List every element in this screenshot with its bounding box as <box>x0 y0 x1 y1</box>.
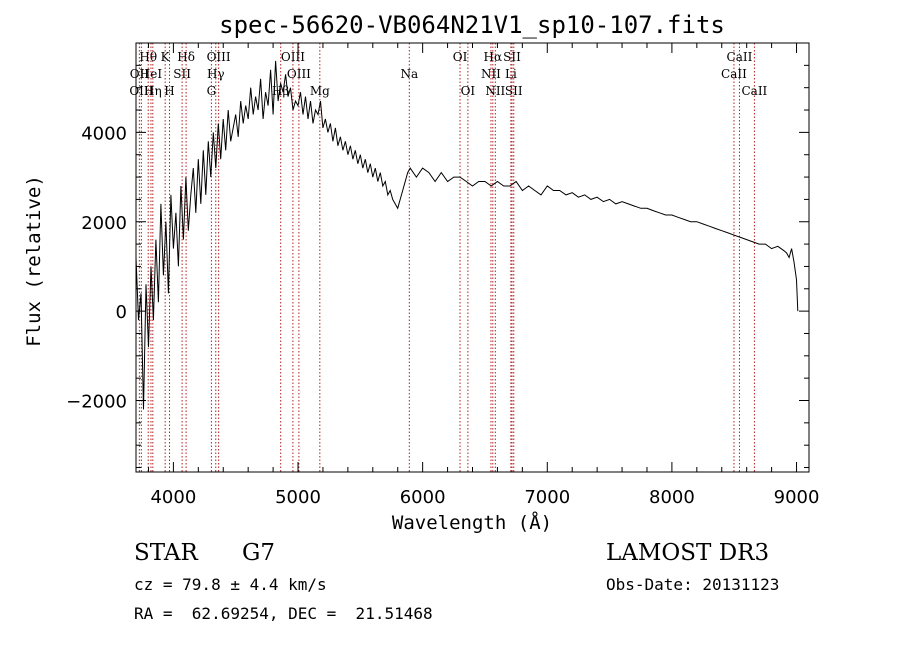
marker-label-2: OIII <box>129 84 153 98</box>
x-tick-label-3: 7000 <box>524 487 570 508</box>
marker-label-12: OIII <box>281 50 305 64</box>
emission-line-labels: Hθ OII OIII K HeI Hη SII H Hδ OIII Hγ G OIII OIII Hβ Mg… <box>129 50 767 98</box>
marker-label-8: Hδ <box>177 50 195 64</box>
marker-label-16: Na <box>400 67 418 81</box>
y-axis-label: Flux (relative) <box>23 175 45 347</box>
object-class: STAR <box>134 540 198 566</box>
y-tick-label-2: 2000 <box>81 213 127 234</box>
marker-label-4: HeI <box>140 67 163 81</box>
marker-label-21: NII <box>485 84 505 98</box>
y-tick-label-3: 4000 <box>81 123 127 144</box>
x-axis-ticks: 4000 5000 6000 7000 8000 9000 <box>147 43 820 508</box>
chart-title: spec-56620-VB064N21V1_sp10-107.fits <box>219 11 725 39</box>
x-tick-label-2: 6000 <box>400 487 446 508</box>
emission-line-markers <box>138 43 755 472</box>
x-tick-label-4: 8000 <box>649 487 695 508</box>
x-axis-label: Wavelength (Å) <box>392 511 552 534</box>
marker-label-0: Hθ <box>139 50 157 64</box>
marker-label-26: CaII <box>721 67 747 81</box>
observation-date: Obs-Date: 20131123 <box>606 575 780 594</box>
marker-label-23: Li <box>505 67 517 81</box>
marker-label-1: OII <box>130 67 150 81</box>
marker-label-9: OIII <box>207 50 231 64</box>
x-tick-label-5: 9000 <box>774 487 820 508</box>
marker-label-22: SII <box>503 50 521 64</box>
x-tick-label-1: 5000 <box>275 487 321 508</box>
marker-label-11: G <box>207 84 217 98</box>
marker-label-6: SII <box>173 67 191 81</box>
x-tick-label-0: 4000 <box>150 487 196 508</box>
survey-name: LAMOST DR3 <box>606 540 770 566</box>
marker-label-13: OIII <box>287 67 311 81</box>
spectrum-line <box>135 60 799 410</box>
y-axis-ticks: −2000 0 2000 4000 <box>66 64 809 469</box>
marker-label-17: OI <box>453 50 468 64</box>
coordinates: RA = 62.69254, DEC = 21.51468 <box>134 604 433 623</box>
marker-label-24: SII <box>505 84 523 98</box>
marker-label-20: NII <box>481 67 501 81</box>
spectral-subclass: G7 <box>242 540 276 566</box>
y-tick-label-0: −2000 <box>66 392 127 413</box>
redshift-cz: cz = 79.8 ± 4.4 km/s <box>134 575 327 594</box>
marker-label-7: H <box>164 84 174 98</box>
marker-label-19: Hα <box>484 50 503 64</box>
marker-label-10: Hγ <box>207 67 225 81</box>
marker-label-25: CaII <box>727 50 753 64</box>
marker-label-15: Mg <box>310 84 330 98</box>
marker-label-3: K <box>161 50 171 64</box>
marker-label-18: OI <box>461 84 476 98</box>
marker-label-14: Hβ <box>272 84 289 98</box>
plot-frame <box>135 42 810 473</box>
marker-label-27: CaII <box>741 84 767 98</box>
y-tick-label-1: 0 <box>116 302 127 323</box>
marker-label-5: Hη <box>144 84 162 98</box>
